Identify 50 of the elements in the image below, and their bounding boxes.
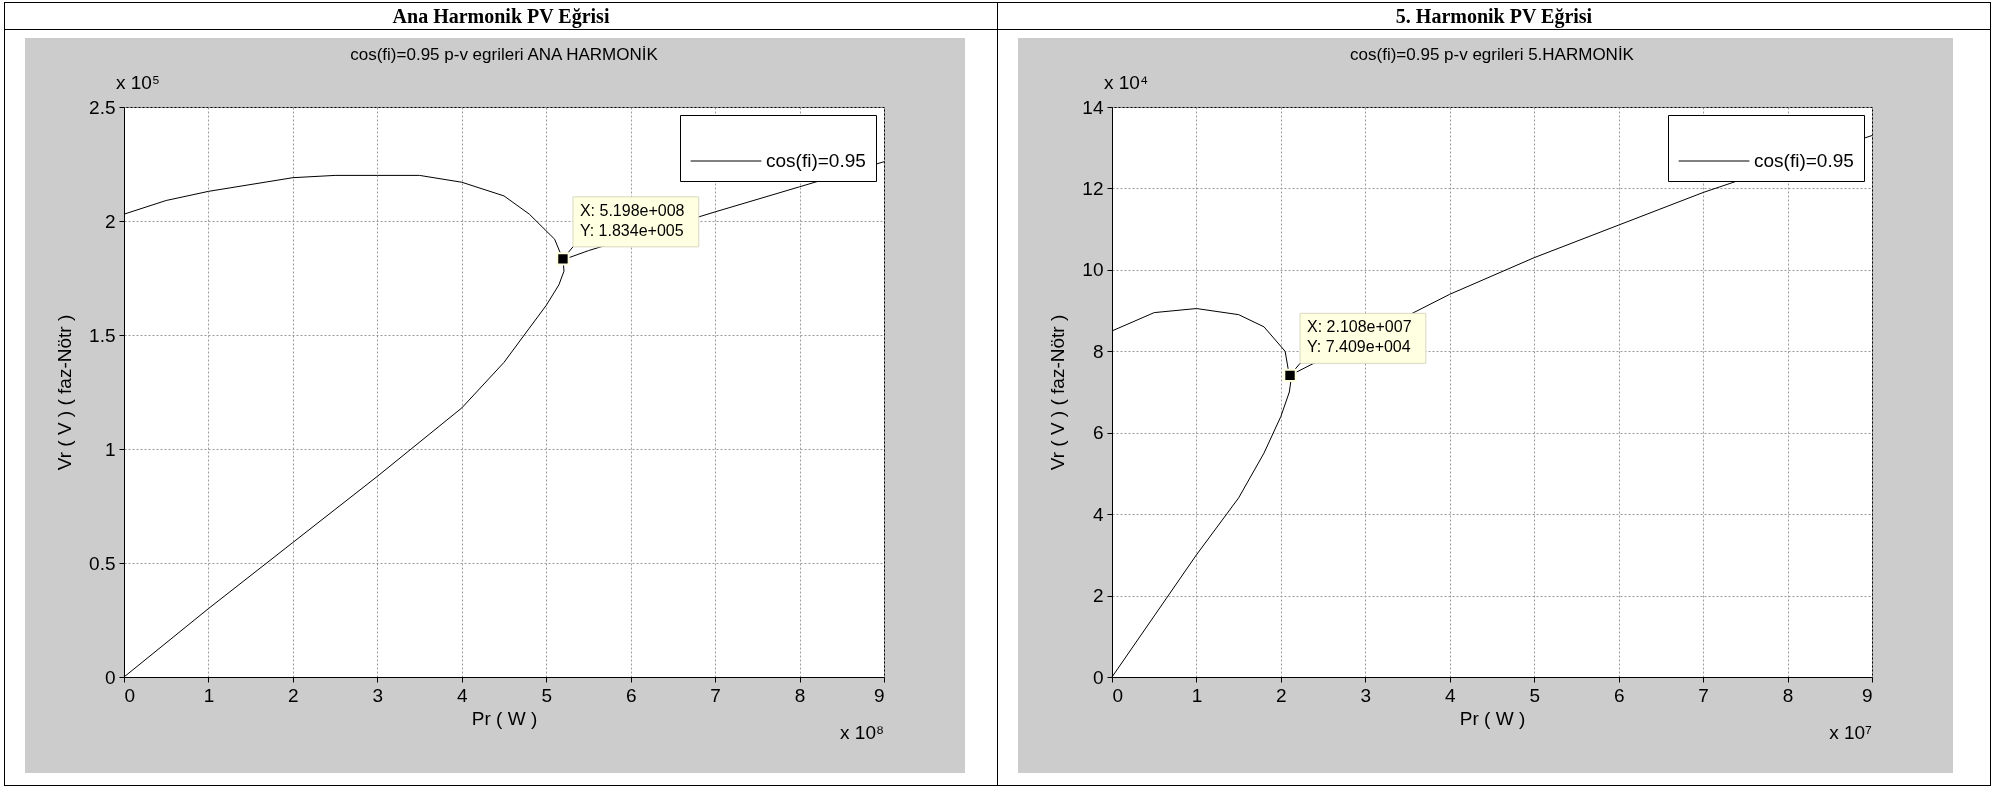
y-tick-label: 14 bbox=[1082, 96, 1104, 118]
y-tick-label: 2 bbox=[104, 210, 116, 232]
y-tick-label: 6 bbox=[1092, 422, 1104, 444]
x-tick-label: 4 bbox=[1444, 684, 1456, 706]
y-tick-label: 0.5 bbox=[89, 552, 116, 574]
x-tick-label: 7 bbox=[710, 684, 721, 706]
annotation: X: 2.108e+007 Y: 7.409e+004 bbox=[1307, 318, 1412, 356]
x-tick-label: 7 bbox=[1698, 684, 1709, 706]
x-tick-label: 2 bbox=[1276, 684, 1287, 706]
y-axis-title: Vr ( V ) ( faz-Nötr ) bbox=[54, 314, 76, 471]
x-tick-label: 9 bbox=[873, 684, 885, 706]
y-tick-label: 0 bbox=[1092, 666, 1104, 688]
legend-label: cos(fi)=0.95 bbox=[766, 150, 866, 171]
chart-subtitle: cos(fi)=0.95 p-v egrileri 5.HARMONİK bbox=[1350, 45, 1635, 64]
y-tick-label: 1.5 bbox=[89, 324, 116, 346]
y-tick-label: 0 bbox=[104, 666, 116, 688]
y-tick-label: 12 bbox=[1082, 177, 1104, 199]
x-tick-label: 6 bbox=[625, 684, 637, 706]
x-tick-label: 1 bbox=[203, 684, 215, 706]
y-tick-label: 2.5 bbox=[89, 96, 116, 118]
chart-title: 5. Harmonik PV Eğrisi bbox=[998, 3, 1990, 30]
text: x 10⁵ bbox=[116, 72, 160, 93]
x-tick-label: 5 bbox=[1529, 684, 1541, 706]
x-tick-label: 0 bbox=[124, 684, 136, 706]
x-tick-label: 9 bbox=[1861, 684, 1873, 706]
chart-subtitle: cos(fi)=0.95 p-v egrileri ANA HARMONİK bbox=[350, 45, 659, 64]
annotation: X: 5.198e+008 Y: 1.834e+005 bbox=[579, 201, 685, 239]
x-tick-label: 2 bbox=[288, 684, 299, 706]
x-tick-label: 3 bbox=[372, 684, 384, 706]
y-axis-title: Vr ( V ) ( faz-Nötr ) bbox=[1047, 314, 1069, 471]
chart-title: Ana Harmonik PV Eğrisi bbox=[5, 3, 997, 30]
y-tick-label: 8 bbox=[1092, 340, 1104, 362]
x-tick-label: 5 bbox=[541, 684, 553, 706]
x-tick-label: 0 bbox=[1112, 684, 1124, 706]
x-tick-label: 8 bbox=[1782, 684, 1794, 706]
x-tick-label: 8 bbox=[794, 684, 806, 706]
text: x 10⁸ bbox=[840, 722, 884, 743]
x-tick-label: 1 bbox=[1191, 684, 1203, 706]
y-tick-label: 4 bbox=[1092, 503, 1104, 525]
x-axis-title: Pr ( W ) bbox=[471, 707, 538, 729]
y-tick-label: 10 bbox=[1082, 259, 1104, 281]
y-tick-label: 1 bbox=[104, 438, 116, 460]
y-tick-label: 2 bbox=[1092, 585, 1104, 607]
x-axis-title: Pr ( W ) bbox=[1459, 707, 1526, 729]
x-tick-label: 4 bbox=[456, 684, 468, 706]
text: x 10⁷ bbox=[1829, 722, 1873, 743]
x-tick-label: 3 bbox=[1360, 684, 1372, 706]
legend-label: cos(fi)=0.95 bbox=[1754, 150, 1854, 171]
text: x 10⁴ bbox=[1104, 72, 1149, 93]
x-tick-label: 6 bbox=[1613, 684, 1625, 706]
